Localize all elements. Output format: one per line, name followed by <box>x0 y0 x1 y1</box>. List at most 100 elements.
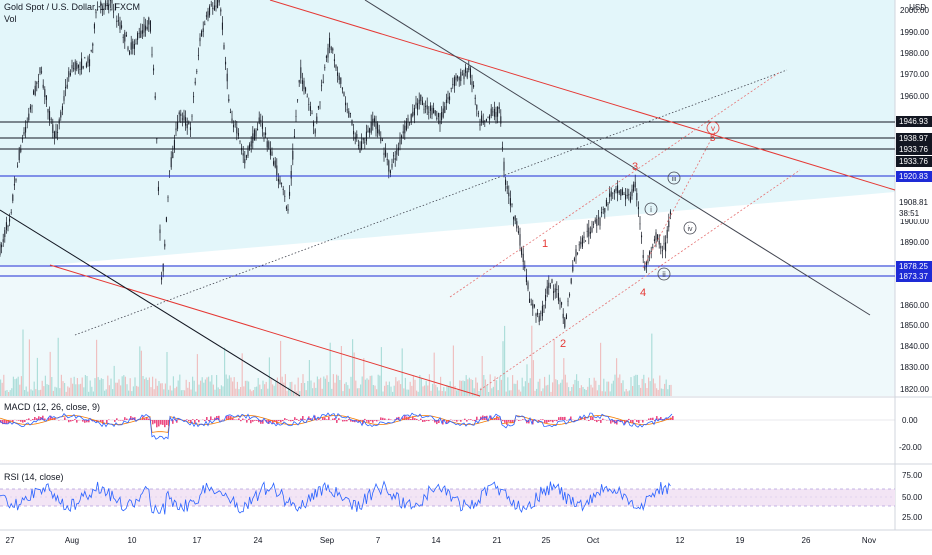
candle-body <box>204 24 205 25</box>
candle-body <box>563 314 564 319</box>
volume-bar <box>658 390 659 396</box>
candle-body <box>59 119 60 123</box>
time-tick-label: 27 <box>6 536 15 545</box>
volume-bar <box>315 388 316 396</box>
candle-body <box>552 279 553 283</box>
symbol-legend[interactable]: Gold Spot / U.S. Dollar, 1h, FXCM <box>4 2 143 12</box>
macd-hist-bar <box>160 420 162 425</box>
volume-bar <box>520 392 521 396</box>
candle-body <box>9 219 10 222</box>
volume-bar <box>155 379 156 396</box>
candle-body <box>387 159 388 160</box>
volume-bar <box>546 386 547 397</box>
candle-body <box>569 294 570 295</box>
candle-body <box>451 88 452 89</box>
symbol-title[interactable]: Gold Spot / U.S. Dollar, 1h, FXCM <box>4 2 140 12</box>
currency-label[interactable]: USD <box>909 3 926 12</box>
volume-bar <box>152 377 153 396</box>
volume-bar <box>170 386 171 396</box>
volume-bar <box>91 387 92 396</box>
volume-bar <box>432 384 433 396</box>
macd-hist-bar <box>606 420 608 421</box>
volume-bar <box>504 326 505 396</box>
candle-body <box>57 132 58 133</box>
candle-body <box>134 44 135 49</box>
macd-legend[interactable]: MACD (12, 26, close, 9) <box>4 402 103 412</box>
volume-bar <box>190 390 191 397</box>
volume-bar <box>542 388 543 396</box>
candle-body <box>419 100 420 104</box>
volume-bar <box>336 375 337 396</box>
candle-body <box>321 85 322 86</box>
volume-bar <box>77 378 78 396</box>
volume-bar <box>370 376 371 396</box>
rsi-axis-75: 75.00 <box>902 471 923 480</box>
candle-body <box>190 127 191 130</box>
volume-bar <box>576 374 577 396</box>
candle-body <box>348 111 349 117</box>
volume-bar <box>283 383 284 396</box>
volume-bar <box>646 388 647 396</box>
candle-body <box>163 264 164 272</box>
candle-body <box>340 77 341 84</box>
candle-body <box>598 218 599 219</box>
volume-bar <box>574 380 575 396</box>
candle-body <box>46 95 47 100</box>
volume-bar <box>326 375 327 396</box>
macd-pane[interactable] <box>0 413 674 439</box>
macd-hist-bar <box>498 418 500 420</box>
price-tick-label: 1850.00 <box>900 321 929 330</box>
volume-bar <box>179 375 180 396</box>
volume-bar <box>578 381 579 396</box>
volume-bar <box>619 374 620 396</box>
macd-hist-bar <box>554 420 556 421</box>
volume-bar <box>254 387 255 396</box>
volume-bar <box>189 382 190 396</box>
volume-bar <box>400 384 401 396</box>
volume-bar <box>210 382 211 397</box>
candle-body <box>243 153 244 155</box>
candle-body <box>88 57 89 63</box>
volume-bar <box>37 358 38 396</box>
candle-body <box>576 249 577 256</box>
macd-hist-bar <box>68 420 70 422</box>
price-tag-1938: 1938.97 <box>896 133 932 144</box>
candle-body <box>305 88 306 92</box>
candle-body <box>654 239 655 241</box>
volume-bar <box>390 387 391 396</box>
candle-body <box>54 132 55 138</box>
price-tag-1946: 1946.93 <box>896 116 932 127</box>
volume-bar <box>80 384 81 396</box>
macd-hist-bar <box>20 420 22 422</box>
volume-bar <box>544 377 545 396</box>
volume-bar <box>640 388 641 396</box>
candle-body <box>3 239 4 242</box>
volume-bar <box>304 383 305 396</box>
candle-body <box>280 180 281 185</box>
volume-bar <box>510 390 511 396</box>
volume-bar <box>50 352 51 396</box>
svg-text:iii: iii <box>672 176 677 183</box>
volume-legend[interactable]: Vol <box>4 14 20 24</box>
candle-body <box>577 253 578 254</box>
candle-body <box>318 106 319 108</box>
candle-body <box>566 315 567 319</box>
candle-body <box>294 136 295 137</box>
candle-body <box>185 117 186 125</box>
candle-body <box>468 66 469 70</box>
volume-bar <box>512 375 513 396</box>
rsi-legend[interactable]: RSI (14, close) <box>4 472 67 482</box>
candle-body <box>432 108 433 115</box>
candle-body <box>582 238 583 247</box>
candle-body <box>366 132 367 142</box>
candle-body <box>83 66 84 68</box>
volume-bar <box>318 379 319 396</box>
candle-body <box>484 121 485 122</box>
macd-hist-bar <box>164 420 166 427</box>
candle-body <box>668 221 669 227</box>
volume-bar <box>426 381 427 396</box>
candle-body <box>622 189 623 195</box>
